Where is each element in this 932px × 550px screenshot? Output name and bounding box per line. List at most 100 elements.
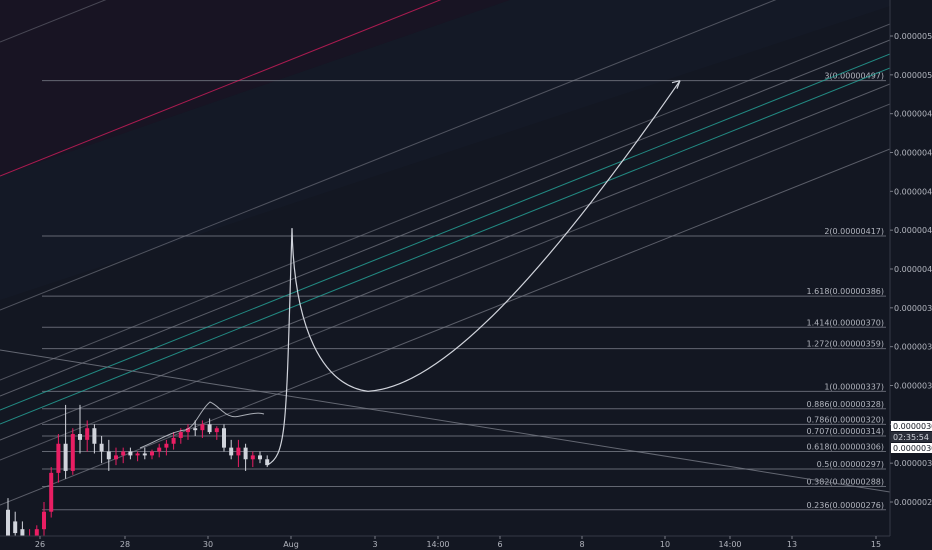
candle-body [106,451,111,460]
drawing-overlay-layer [139,80,681,466]
candle-body [13,521,18,534]
candle-body [229,447,234,456]
time-axis[interactable]: 26 28 30 Aug 3 14:00 6 8 10 14:00 13 15 [0,535,890,550]
channel-line [0,23,891,381]
candle-body [186,428,190,433]
price-axis-background [890,0,932,550]
projection-spike-up [266,228,293,466]
candle-body [78,434,82,440]
moving-average-line [139,401,265,449]
price-axis[interactable]: 0.000002800.000003000.000003200.00000340… [889,0,932,550]
price-tag [891,432,932,442]
candle-body [135,453,140,456]
candle-body [56,443,61,473]
time-tick-label: 15 [871,540,881,549]
candle-body [178,432,183,438]
fib-level-label: 0.886(0.00000328) [807,400,885,409]
price-tick-label: 0.00000440 [894,187,932,196]
candle-body [200,424,205,431]
fib-level-label: 0.786(0.00000320) [807,415,885,424]
candle-body [70,434,75,471]
price-tick-label: 0.00000420 [894,226,932,235]
projection-curve [291,80,681,392]
background-band-layer [0,0,890,300]
price-tick-label: 0.00000360 [894,343,932,352]
price-tick-label: 0.00000340 [894,382,932,391]
fib-level-label: 1.414(0.00000370) [807,318,885,327]
time-tick-label: 28 [120,540,130,549]
price-tick-label: 0.00000380 [894,304,932,313]
price-tag [891,421,932,431]
fib-level-label: 0.5(0.00000297) [817,460,884,469]
projection-arrowhead [671,80,681,89]
candle-body [85,428,90,440]
fib-level-label: 0.707(0.00000314) [807,427,885,436]
candle-body [250,455,255,460]
price-tick-label: 0.00000400 [894,265,932,274]
candle-body [265,459,270,466]
candle-body [222,428,226,448]
candle-body [142,453,147,456]
fib-level-label: 0.382(0.00000288) [807,477,885,486]
price-tick-label: 0.00000520 [894,32,932,41]
candle-body [150,451,154,456]
fib-level-label: 2(0.00000417) [824,227,884,236]
candle-body [214,428,219,433]
time-tick-label: 3 [372,540,377,549]
channel-line [0,148,891,506]
candle-body [42,511,46,530]
price-tick-label: 0.00000280 [894,498,932,507]
channel-line [0,67,891,425]
channel-mid-shade [0,0,890,300]
descending-trendline [0,349,891,493]
price-tag-label: 02:35:54 [893,433,929,442]
candle-body [236,447,241,456]
candle-body [258,455,262,460]
price-tick-label: 0.00000500 [894,71,932,80]
candle-body [49,472,54,512]
price-tick-label: 0.00000460 [894,149,932,158]
time-tick-label: 26 [35,540,45,549]
candle-body [114,455,118,460]
time-tick-label: 10 [660,540,670,549]
fib-level-label: 1.272(0.00000359) [807,340,885,349]
channel-line [0,39,891,397]
time-tick-label: 6 [497,540,502,549]
candle-body [193,428,198,431]
price-tick-label: 0.00000480 [894,110,932,119]
time-tick-label: Aug [283,540,299,549]
time-tick-label: 30 [203,540,213,549]
channel-line [0,0,442,177]
channel-line [0,83,891,441]
time-axis-background [0,536,890,550]
time-tick-label: 8 [579,540,584,549]
candle-body [20,529,25,541]
candle-body [243,447,248,460]
fib-level-label: 0.618(0.00000306) [807,443,885,452]
candle-body [34,529,39,537]
candle-body [92,428,97,444]
candle-body [157,447,162,452]
time-tick-label: 13 [787,540,797,549]
candle-body [6,509,10,537]
candle-body [128,451,133,456]
channel-line [0,0,777,311]
fib-level-label: 0.236(0.00000276) [807,501,885,510]
candle-body [121,451,126,456]
time-tick-label: 14:00 [426,540,449,549]
channel-line [0,103,891,461]
candle-body [207,424,212,433]
price-tick-label: 0.00000300 [894,459,932,468]
fib-level-label: 1.618(0.00000386) [807,287,885,296]
fib-level-label: 3(0.00000497) [824,72,884,81]
candle-body [99,443,104,452]
candle-body [63,443,68,471]
channel-line [0,53,891,411]
price-tag-label: 0.00000300 [893,444,932,453]
candle-body [171,437,176,444]
candle-body [164,443,169,448]
